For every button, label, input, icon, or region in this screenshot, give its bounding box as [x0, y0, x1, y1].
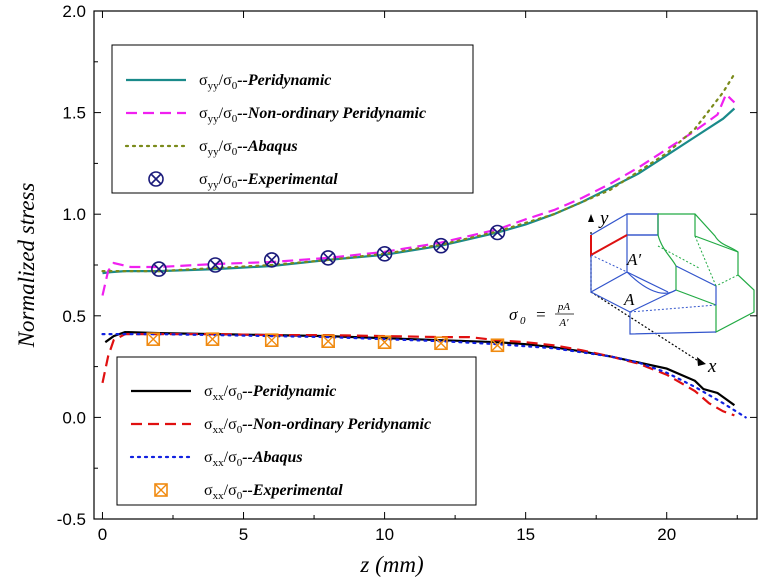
- formula-equals: =: [535, 305, 546, 324]
- experimental-xx-marker-cross: [205, 332, 219, 346]
- x-tick-label: 0: [98, 525, 107, 544]
- legend-label-xx_abaqus: σxx/σ0--Abaqus: [204, 449, 303, 469]
- experimental-xx-marker-cross: [321, 334, 335, 348]
- experimental-yy-marker-cross: [153, 263, 165, 275]
- legend-lower: [116, 356, 477, 506]
- y-tick-label: 0.5: [62, 307, 86, 326]
- legend-upper: [111, 44, 474, 194]
- formula-denominator: A′: [558, 317, 569, 329]
- experimental-yy-marker: [376, 246, 393, 262]
- experimental-yy-marker: [148, 171, 164, 187]
- inset-hidden-lines: [657, 235, 739, 287]
- y-tick-label: 2.0: [62, 2, 86, 21]
- legend-label-yy_exp: σyy/σ0--Experimental: [199, 171, 338, 191]
- formula-numerator: pA: [557, 301, 571, 313]
- experimental-yy-marker-cross: [379, 248, 391, 260]
- experimental-yy-marker-cross: [266, 254, 278, 266]
- inset-block-face: [590, 235, 628, 294]
- experimental-xx-marker: [154, 483, 168, 497]
- experimental-xx-marker-cross: [146, 332, 160, 346]
- y-tick-label: 0.0: [62, 408, 86, 427]
- inset-green-outline: [658, 213, 755, 333]
- series-line-xx_abaqus: [101, 333, 747, 419]
- axis-x-label: x: [707, 356, 717, 377]
- y-axis-label: Normalized stress: [14, 183, 39, 349]
- axis-y-label: y: [598, 208, 609, 229]
- experimental-xx-marker: [377, 335, 392, 350]
- experimental-xx-marker: [146, 332, 161, 346]
- experimental-xx-marker-cross: [154, 483, 168, 497]
- experimental-yy-marker-cross: [209, 259, 221, 271]
- axis-ticks: 0 5 10 15 20 -0.5 0.0 0.5 1.0 1.5 2.0: [57, 2, 757, 544]
- x-tick-label: 10: [375, 525, 394, 544]
- formula-sigma: σ: [509, 305, 518, 324]
- legend-label-xx_pd: σxx/σ0--Peridynamic: [204, 383, 336, 403]
- y-tick-label: 1.0: [62, 205, 86, 224]
- experimental-yy-marker-cross: [322, 252, 334, 264]
- x-axis-label: z (mm): [359, 552, 423, 577]
- formula-sigma-sub: 0: [520, 315, 526, 327]
- experimental-xx-marker-cross: [265, 333, 279, 347]
- experimental-xx-marker-cross: [490, 338, 504, 352]
- legend-label-yy_pd: σyy/σ0--Peridynamic: [199, 72, 331, 92]
- experimental-xx-marker-cross: [434, 336, 448, 350]
- legend-label-yy_nopd: σyy/σ0--Non-ordinary Peridynamic: [199, 105, 426, 125]
- specimen-schematic: y x A′ A σ 0 = pA A′: [509, 208, 755, 377]
- stress-formula: σ 0 = pA A′: [509, 301, 574, 329]
- inset-block-edges: [590, 271, 669, 313]
- experimental-yy-marker: [489, 224, 506, 241]
- experimental-xx-marker: [490, 338, 505, 353]
- experimental-xx-marker: [264, 333, 279, 347]
- legend-upper-entries: σyy/σ0--Peridynamic σyy/σ0--Non-ordinary …: [124, 72, 426, 191]
- x-tick-label: 5: [239, 525, 248, 544]
- experimental-yy-marker: [263, 252, 280, 268]
- series-group: [101, 72, 747, 419]
- label-a: A: [623, 290, 635, 309]
- experimental-yy-marker: [151, 261, 167, 277]
- legend-label-xx_nopd: σxx/σ0--Non-ordinary Peridynamic: [204, 416, 431, 436]
- experimental-yy-marker-cross: [150, 173, 162, 185]
- x-axis-arrow-line: [590, 291, 701, 363]
- legend-label-yy_abaqus: σyy/σ0--Abaqus: [199, 138, 298, 158]
- experimental-yy-marker: [433, 237, 449, 254]
- inset-curve: [626, 271, 677, 294]
- series-line-yy_abaqus: [101, 72, 736, 273]
- experimental-xx-marker: [321, 334, 335, 349]
- legend-lower-entries: σxx/σ0--Peridynamic σxx/σ0--Non-ordinary …: [129, 383, 431, 502]
- inset-hidden-blue: [590, 254, 717, 313]
- legend-label-xx_exp: σxx/σ0--Experimental: [204, 482, 343, 502]
- x-tick-label: 15: [516, 525, 535, 544]
- y-tick-label: -0.5: [57, 510, 86, 529]
- experimental-yy-marker: [320, 250, 336, 266]
- y-tick-label: 1.5: [62, 104, 86, 123]
- experimental-xx-marker-cross: [378, 335, 392, 349]
- label-a-prime: A′: [626, 250, 641, 269]
- series-line-xx_nopd: [101, 333, 735, 417]
- y-axis-arrowhead: [588, 214, 594, 222]
- experimental-yy-marker: [207, 257, 224, 273]
- experimental-yy-marker-cross: [491, 226, 504, 239]
- experimental-xx-marker: [434, 336, 448, 351]
- x-tick-label: 20: [657, 525, 676, 544]
- x-axis-arrowhead: [697, 357, 706, 366]
- experimental-yy-marker-cross: [435, 240, 447, 252]
- experimental-xx-marker: [205, 332, 220, 346]
